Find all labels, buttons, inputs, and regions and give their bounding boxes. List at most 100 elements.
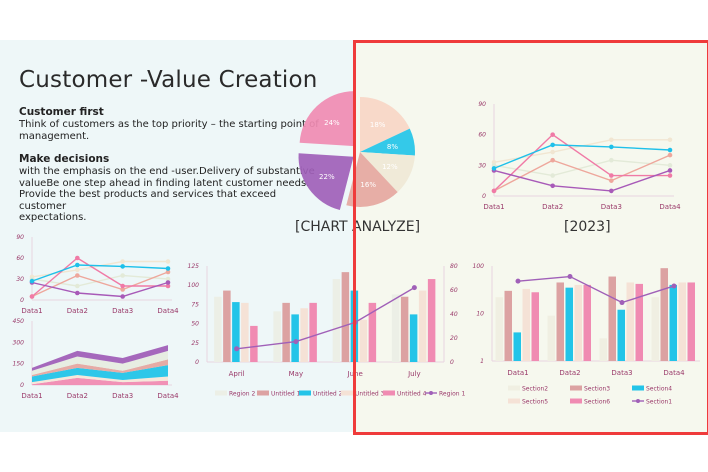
bar bbox=[522, 288, 530, 361]
y-tick-label: 25 bbox=[191, 340, 199, 347]
legend-label: Untitled 3 bbox=[355, 391, 385, 398]
data-point bbox=[667, 137, 673, 143]
pie-slice bbox=[360, 152, 415, 193]
bar bbox=[368, 302, 377, 362]
y-tick-label: 100 bbox=[473, 263, 485, 270]
y-tick-label: 0 bbox=[20, 382, 24, 389]
x-tick-label: Data2 bbox=[67, 307, 88, 315]
x-tick-label: Data4 bbox=[157, 392, 179, 400]
legend-label: Untitled 2 bbox=[313, 391, 343, 398]
bar bbox=[409, 314, 418, 362]
pie-slice-label: 12% bbox=[382, 163, 398, 171]
y-tick-label: 1 bbox=[480, 358, 484, 365]
bar bbox=[214, 296, 222, 362]
body-line: management. bbox=[19, 130, 90, 142]
bar bbox=[669, 284, 677, 361]
y-tick-label: 30 bbox=[16, 276, 24, 283]
data-point bbox=[609, 157, 614, 163]
data-point bbox=[550, 183, 555, 189]
x-tick-label: Data3 bbox=[112, 392, 133, 400]
y2-tick-label: 0 bbox=[450, 359, 454, 366]
data-point bbox=[491, 166, 497, 171]
bar bbox=[626, 282, 634, 361]
bar bbox=[531, 292, 539, 361]
data-point bbox=[550, 157, 555, 163]
y-tick-label: 50 bbox=[191, 321, 199, 328]
legend-swatch bbox=[508, 398, 520, 404]
body-line: Think of customers as the top priority –… bbox=[19, 119, 319, 130]
x-tick-label: Data3 bbox=[601, 203, 622, 211]
data-point bbox=[75, 255, 80, 261]
data-point bbox=[120, 287, 125, 292]
data-point bbox=[609, 188, 614, 194]
legend-marker bbox=[636, 399, 640, 403]
bar bbox=[687, 282, 695, 361]
data-point bbox=[29, 278, 35, 284]
section-body: with the emphasis on the end -user.Deliv… bbox=[19, 166, 319, 224]
data-point bbox=[234, 346, 240, 352]
y-tick-label: 300 bbox=[13, 339, 25, 346]
y-tick-label: 90 bbox=[16, 234, 24, 241]
x-tick-label: Data4 bbox=[659, 203, 681, 211]
x-tick-label: Data2 bbox=[559, 369, 580, 377]
x-tick-label: Data4 bbox=[663, 369, 685, 377]
data-point bbox=[120, 259, 125, 264]
body-line: expectations. bbox=[19, 212, 87, 223]
data-point bbox=[667, 147, 673, 153]
bar bbox=[282, 302, 290, 362]
pie-caption: [CHART ANALYZE] bbox=[295, 219, 421, 235]
data-point bbox=[667, 168, 673, 173]
data-point bbox=[120, 273, 125, 278]
bar bbox=[678, 282, 686, 361]
y-tick-label: 150 bbox=[13, 361, 25, 368]
section-heading: Make decisions bbox=[19, 153, 110, 165]
bar bbox=[565, 287, 573, 361]
data-point bbox=[667, 173, 673, 178]
body-line: Provide the best products and services t… bbox=[19, 189, 277, 212]
data-point bbox=[667, 163, 673, 168]
x-tick-label: Data3 bbox=[112, 307, 133, 315]
data-point bbox=[619, 300, 625, 306]
bar bbox=[341, 272, 350, 362]
x-tick-label: Data1 bbox=[483, 203, 504, 211]
bar bbox=[660, 268, 668, 361]
y-tick-label: 30 bbox=[478, 162, 486, 169]
data-point bbox=[120, 294, 125, 299]
bar bbox=[504, 290, 512, 361]
pie-slice bbox=[346, 152, 398, 207]
x-tick-label: Data1 bbox=[21, 392, 42, 400]
bar bbox=[241, 302, 249, 362]
data-point bbox=[609, 137, 614, 143]
highlight-rectangle bbox=[353, 40, 708, 435]
area-band bbox=[32, 375, 168, 385]
bar bbox=[556, 282, 564, 361]
legend-swatch bbox=[257, 390, 269, 396]
y-tick-label: 75 bbox=[191, 301, 199, 308]
y-tick-label: 0 bbox=[482, 193, 486, 200]
bar bbox=[651, 297, 659, 361]
x-tick-label: Data2 bbox=[542, 203, 563, 211]
x-tick-label: April bbox=[229, 370, 245, 378]
y-tick-label: 100 bbox=[188, 282, 200, 289]
bar bbox=[391, 294, 400, 362]
bar bbox=[400, 296, 409, 362]
line-caption: [2023] bbox=[564, 219, 611, 235]
legend-label: Region 2 bbox=[229, 391, 255, 398]
legend-label: Section3 bbox=[584, 386, 610, 393]
section-body: Think of customers as the top priority –… bbox=[19, 119, 319, 142]
data-point bbox=[550, 173, 555, 178]
data-point bbox=[671, 283, 677, 289]
x-tick-label: Data4 bbox=[157, 307, 179, 315]
pie-slice bbox=[299, 91, 355, 147]
area-band bbox=[32, 350, 168, 376]
section-heading: Customer first bbox=[19, 106, 104, 118]
legend-label: Section5 bbox=[522, 399, 548, 406]
y-tick-label: 125 bbox=[188, 263, 200, 270]
y-tick-label: 0 bbox=[20, 297, 24, 304]
y-tick-label: 60 bbox=[478, 132, 486, 139]
data-point bbox=[75, 262, 80, 268]
data-point bbox=[75, 283, 80, 289]
bar bbox=[359, 319, 368, 362]
pie-slice-label: 16% bbox=[360, 181, 376, 189]
pie-slice bbox=[360, 97, 410, 152]
